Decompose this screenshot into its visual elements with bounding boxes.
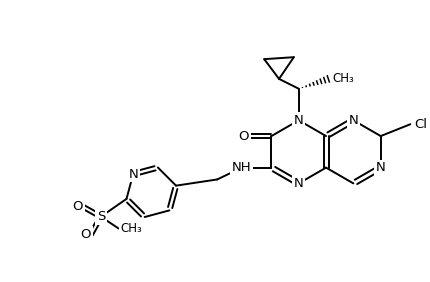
Text: O: O [80,228,91,241]
Text: Cl: Cl [414,118,427,131]
Text: NH: NH [232,161,252,174]
Text: N: N [294,114,304,127]
Text: CH₃: CH₃ [332,72,354,85]
Text: N: N [349,114,358,127]
Text: S: S [97,210,105,223]
Text: O: O [239,129,249,143]
Text: N: N [294,177,304,190]
Text: O: O [73,200,83,213]
Text: N: N [128,168,138,181]
Text: CH₃: CH₃ [120,222,142,235]
Text: N: N [376,161,386,174]
